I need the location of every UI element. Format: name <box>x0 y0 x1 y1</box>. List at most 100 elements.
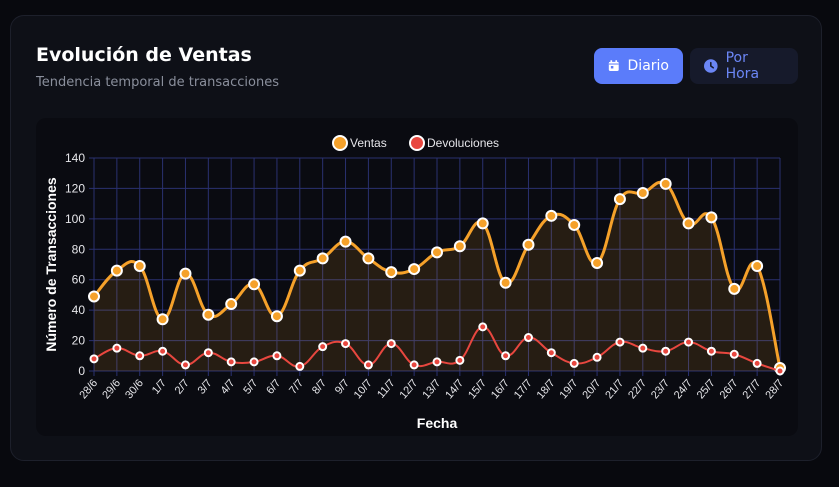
x-tick-label: 3/7 <box>196 377 215 396</box>
line-chart: 0 20 40 60 80 100 120 140 28/6 29/6 30/6 1/7 2/7 3/7 4… <box>43 135 786 431</box>
data-point <box>386 339 396 349</box>
area-fill <box>94 182 780 371</box>
x-tick-label: 23/7 <box>649 377 672 401</box>
data-point <box>568 218 581 231</box>
y-tick-label: 40 <box>72 303 86 317</box>
data-point <box>363 360 373 370</box>
data-point <box>270 310 283 323</box>
clock-icon <box>704 59 718 73</box>
data-point <box>385 266 398 279</box>
data-point <box>249 357 259 367</box>
data-point <box>180 360 190 370</box>
x-tick-label: 10/7 <box>352 377 375 401</box>
legend-label: Devoluciones <box>427 136 499 150</box>
x-tick-label: 30/6 <box>123 377 146 401</box>
chart-panel: 0 20 40 60 80 100 120 140 28/6 29/6 30/6 1/7 2/7 3/7 4… <box>36 118 798 436</box>
data-point <box>705 211 718 224</box>
x-tick-label: 29/6 <box>100 377 123 401</box>
data-point <box>293 264 306 277</box>
y-tick-label: 140 <box>65 151 85 165</box>
x-tick-label: 13/7 <box>420 377 443 401</box>
data-point <box>545 209 558 222</box>
data-point <box>546 348 556 358</box>
data-point <box>110 264 123 277</box>
data-point <box>752 358 762 368</box>
data-point <box>453 240 466 253</box>
y-tick-label: 120 <box>65 181 85 195</box>
x-tick-label: 28/6 <box>77 377 100 401</box>
data-point <box>89 354 99 364</box>
data-point <box>88 290 100 303</box>
data-point <box>522 238 535 251</box>
data-point <box>682 217 695 230</box>
data-point <box>751 260 764 273</box>
data-point <box>569 358 579 368</box>
data-point <box>638 343 648 353</box>
x-tick-label: 11/7 <box>375 377 397 400</box>
data-point <box>615 337 625 347</box>
x-tick-label: 4/7 <box>218 377 237 396</box>
data-point <box>729 349 739 359</box>
y-axis-title: Número de Transacciones <box>43 177 59 352</box>
data-point <box>203 348 213 358</box>
data-point <box>179 267 192 280</box>
x-tick-label: 25/7 <box>695 377 718 401</box>
hourly-button[interactable]: Por Hora <box>690 48 798 84</box>
x-tick-label: 16/7 <box>489 377 512 401</box>
hourly-label: Por Hora <box>725 50 760 82</box>
x-tick-label: 28/7 <box>763 377 786 401</box>
x-tick-label: 8/7 <box>310 377 329 396</box>
data-point <box>341 339 351 349</box>
data-point <box>613 193 626 206</box>
data-point <box>499 276 512 289</box>
data-point <box>295 361 305 371</box>
data-point <box>135 351 145 361</box>
x-tick-label: 22/7 <box>626 377 649 401</box>
data-point <box>225 298 238 311</box>
x-tick-label: 21/7 <box>603 377 626 401</box>
x-tick-label: 15/7 <box>466 377 489 401</box>
x-tick-label: 20/7 <box>580 377 603 401</box>
y-tick-label: 100 <box>65 212 85 226</box>
data-point <box>728 282 741 295</box>
data-point <box>432 357 442 367</box>
data-point <box>272 351 282 361</box>
x-tick-label: 12/7 <box>397 377 420 401</box>
calendar-icon <box>608 60 619 71</box>
data-point <box>706 346 716 356</box>
x-tick-label: 5/7 <box>241 377 260 396</box>
data-point <box>523 333 533 343</box>
data-point <box>592 352 602 362</box>
data-point <box>362 252 375 265</box>
data-point <box>636 186 649 199</box>
x-tick-label: 24/7 <box>672 377 695 401</box>
data-point <box>478 322 488 332</box>
data-point <box>661 346 671 356</box>
data-point <box>248 278 261 291</box>
data-point <box>501 351 511 361</box>
x-tick-label: 2/7 <box>173 377 192 396</box>
data-point <box>156 313 169 326</box>
data-point <box>591 256 604 269</box>
x-tick-label: 17/7 <box>512 377 535 401</box>
data-point <box>431 246 443 259</box>
data-point <box>202 308 215 321</box>
y-tick-label: 80 <box>72 242 86 256</box>
data-point <box>409 360 419 370</box>
legend-marker <box>409 135 425 151</box>
daily-button[interactable]: Diario <box>594 48 683 84</box>
y-tick-label: 20 <box>72 334 86 348</box>
data-point <box>112 343 122 353</box>
x-tick-label: 9/7 <box>333 377 352 396</box>
data-point <box>158 346 168 356</box>
data-point <box>775 366 785 376</box>
x-tick-label: 26/7 <box>718 377 741 401</box>
x-tick-label: 27/7 <box>740 377 763 401</box>
data-point <box>455 355 465 365</box>
y-tick-label: 60 <box>72 273 86 287</box>
legend-label: Ventas <box>350 136 387 150</box>
x-tick-label: 19/7 <box>558 377 581 401</box>
x-tick-label: 18/7 <box>535 377 558 401</box>
data-point <box>684 337 694 347</box>
data-point <box>339 235 352 248</box>
